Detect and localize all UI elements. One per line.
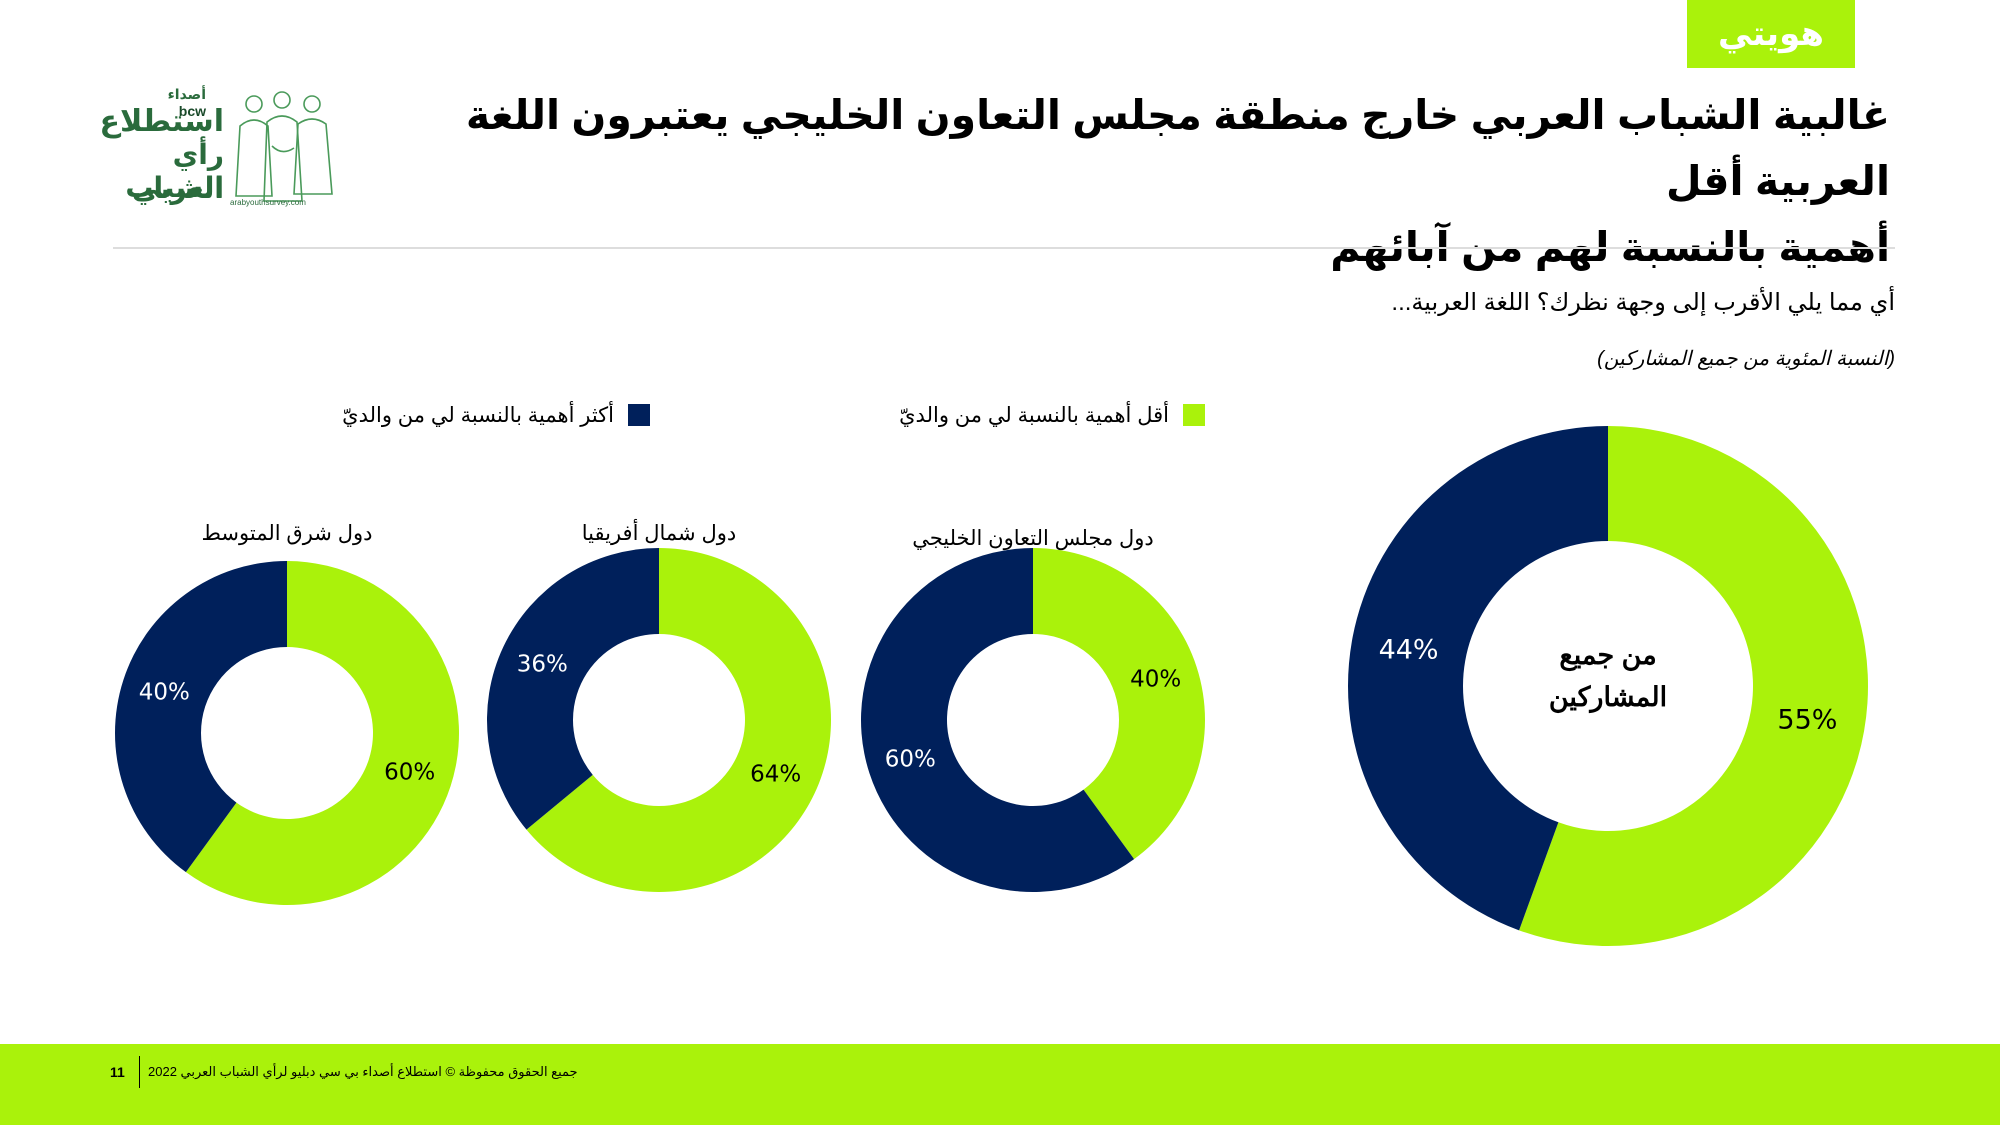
legend-item-more: أكثر أهمية بالنسبة لي من والديّ <box>342 400 650 430</box>
legend-label-more: أكثر أهمية بالنسبة لي من والديّ <box>342 403 614 427</box>
header-divider <box>113 247 1895 249</box>
logo-url: arabyouthsurvey.com <box>230 198 306 207</box>
donut-charts: 55% 44% من جميع المشاركين 40% 60% دول مجلس الت… <box>115 426 1869 946</box>
donut-0-slice-0 <box>1519 426 1869 946</box>
logo-line-1: استطلاع <box>99 105 224 138</box>
donut-1-title: دول مجلس التعاون الخليجي <box>912 527 1154 551</box>
legend-item-less: أقل أهمية بالنسبة لي من والديّ <box>899 400 1205 430</box>
donut-1-slice-0 <box>1033 548 1206 860</box>
donut-3-label-1: 40% <box>139 680 190 706</box>
title-line-1: غالبية الشباب العربي خارج منطقة مجلس الت… <box>465 92 1890 204</box>
donut-0-label-1: 44% <box>1379 634 1439 665</box>
logo-line-2: رأي الشباب <box>125 139 224 203</box>
logo-line-3: العربي <box>131 173 224 204</box>
donut-1-label-0: 40% <box>1130 667 1181 693</box>
logo-brand-ar: أصداء <box>167 86 206 102</box>
logo-brand-bcw: bcw <box>178 103 206 119</box>
arab-youth-survey-logo: أصداء bcw استطلاع رأي الشباب العربي arab… <box>99 86 352 216</box>
donut-2-title: دول شمال أفريقيا <box>582 518 736 546</box>
legend-swatch-navy <box>628 404 650 426</box>
donut-3-label-0: 60% <box>384 759 435 785</box>
logo-figures-icon <box>235 91 333 202</box>
base-note: (النسبة المئوية من جميع المشاركين) <box>1597 348 1895 370</box>
donut-3-slice-0 <box>185 561 460 905</box>
donut-2-label-0: 64% <box>750 761 801 787</box>
footer-separator <box>139 1056 140 1088</box>
legend-label-less: أقل أهمية بالنسبة لي من والديّ <box>899 403 1169 427</box>
page-number: 11 <box>110 1064 125 1080</box>
donut-center-label-2: المشاركين <box>1549 682 1667 714</box>
donut-center-label-1: من جميع <box>1559 640 1656 672</box>
donut-2-slice-0 <box>526 548 832 893</box>
footer-copyright: جميع الحقوق محفوظة © استطلاع أصداء بي سي… <box>148 1064 578 1079</box>
donut-3-title: دول شرق المتوسط <box>202 522 373 546</box>
donut-2-label-1: 36% <box>517 652 568 678</box>
logo-brand: أصداء bcw <box>156 86 206 119</box>
survey-question: أي مما يلي الأقرب إلى وجهة نظرك؟ اللغة ا… <box>1391 289 1895 316</box>
section-tag: هويتي <box>1687 0 1855 68</box>
donut-2-slice-1 <box>487 548 659 830</box>
donut-0-slice-1 <box>1347 426 1608 931</box>
footer-bar: 11 جميع الحقوق محفوظة © استطلاع أصداء بي… <box>0 1044 2000 1125</box>
donut-0-label-0: 55% <box>1777 705 1837 736</box>
donut-3-slice-1 <box>115 560 287 873</box>
donut-1-slice-1 <box>861 548 1135 892</box>
donut-1-label-1: 60% <box>885 746 936 772</box>
legend-swatch-green <box>1183 404 1205 426</box>
